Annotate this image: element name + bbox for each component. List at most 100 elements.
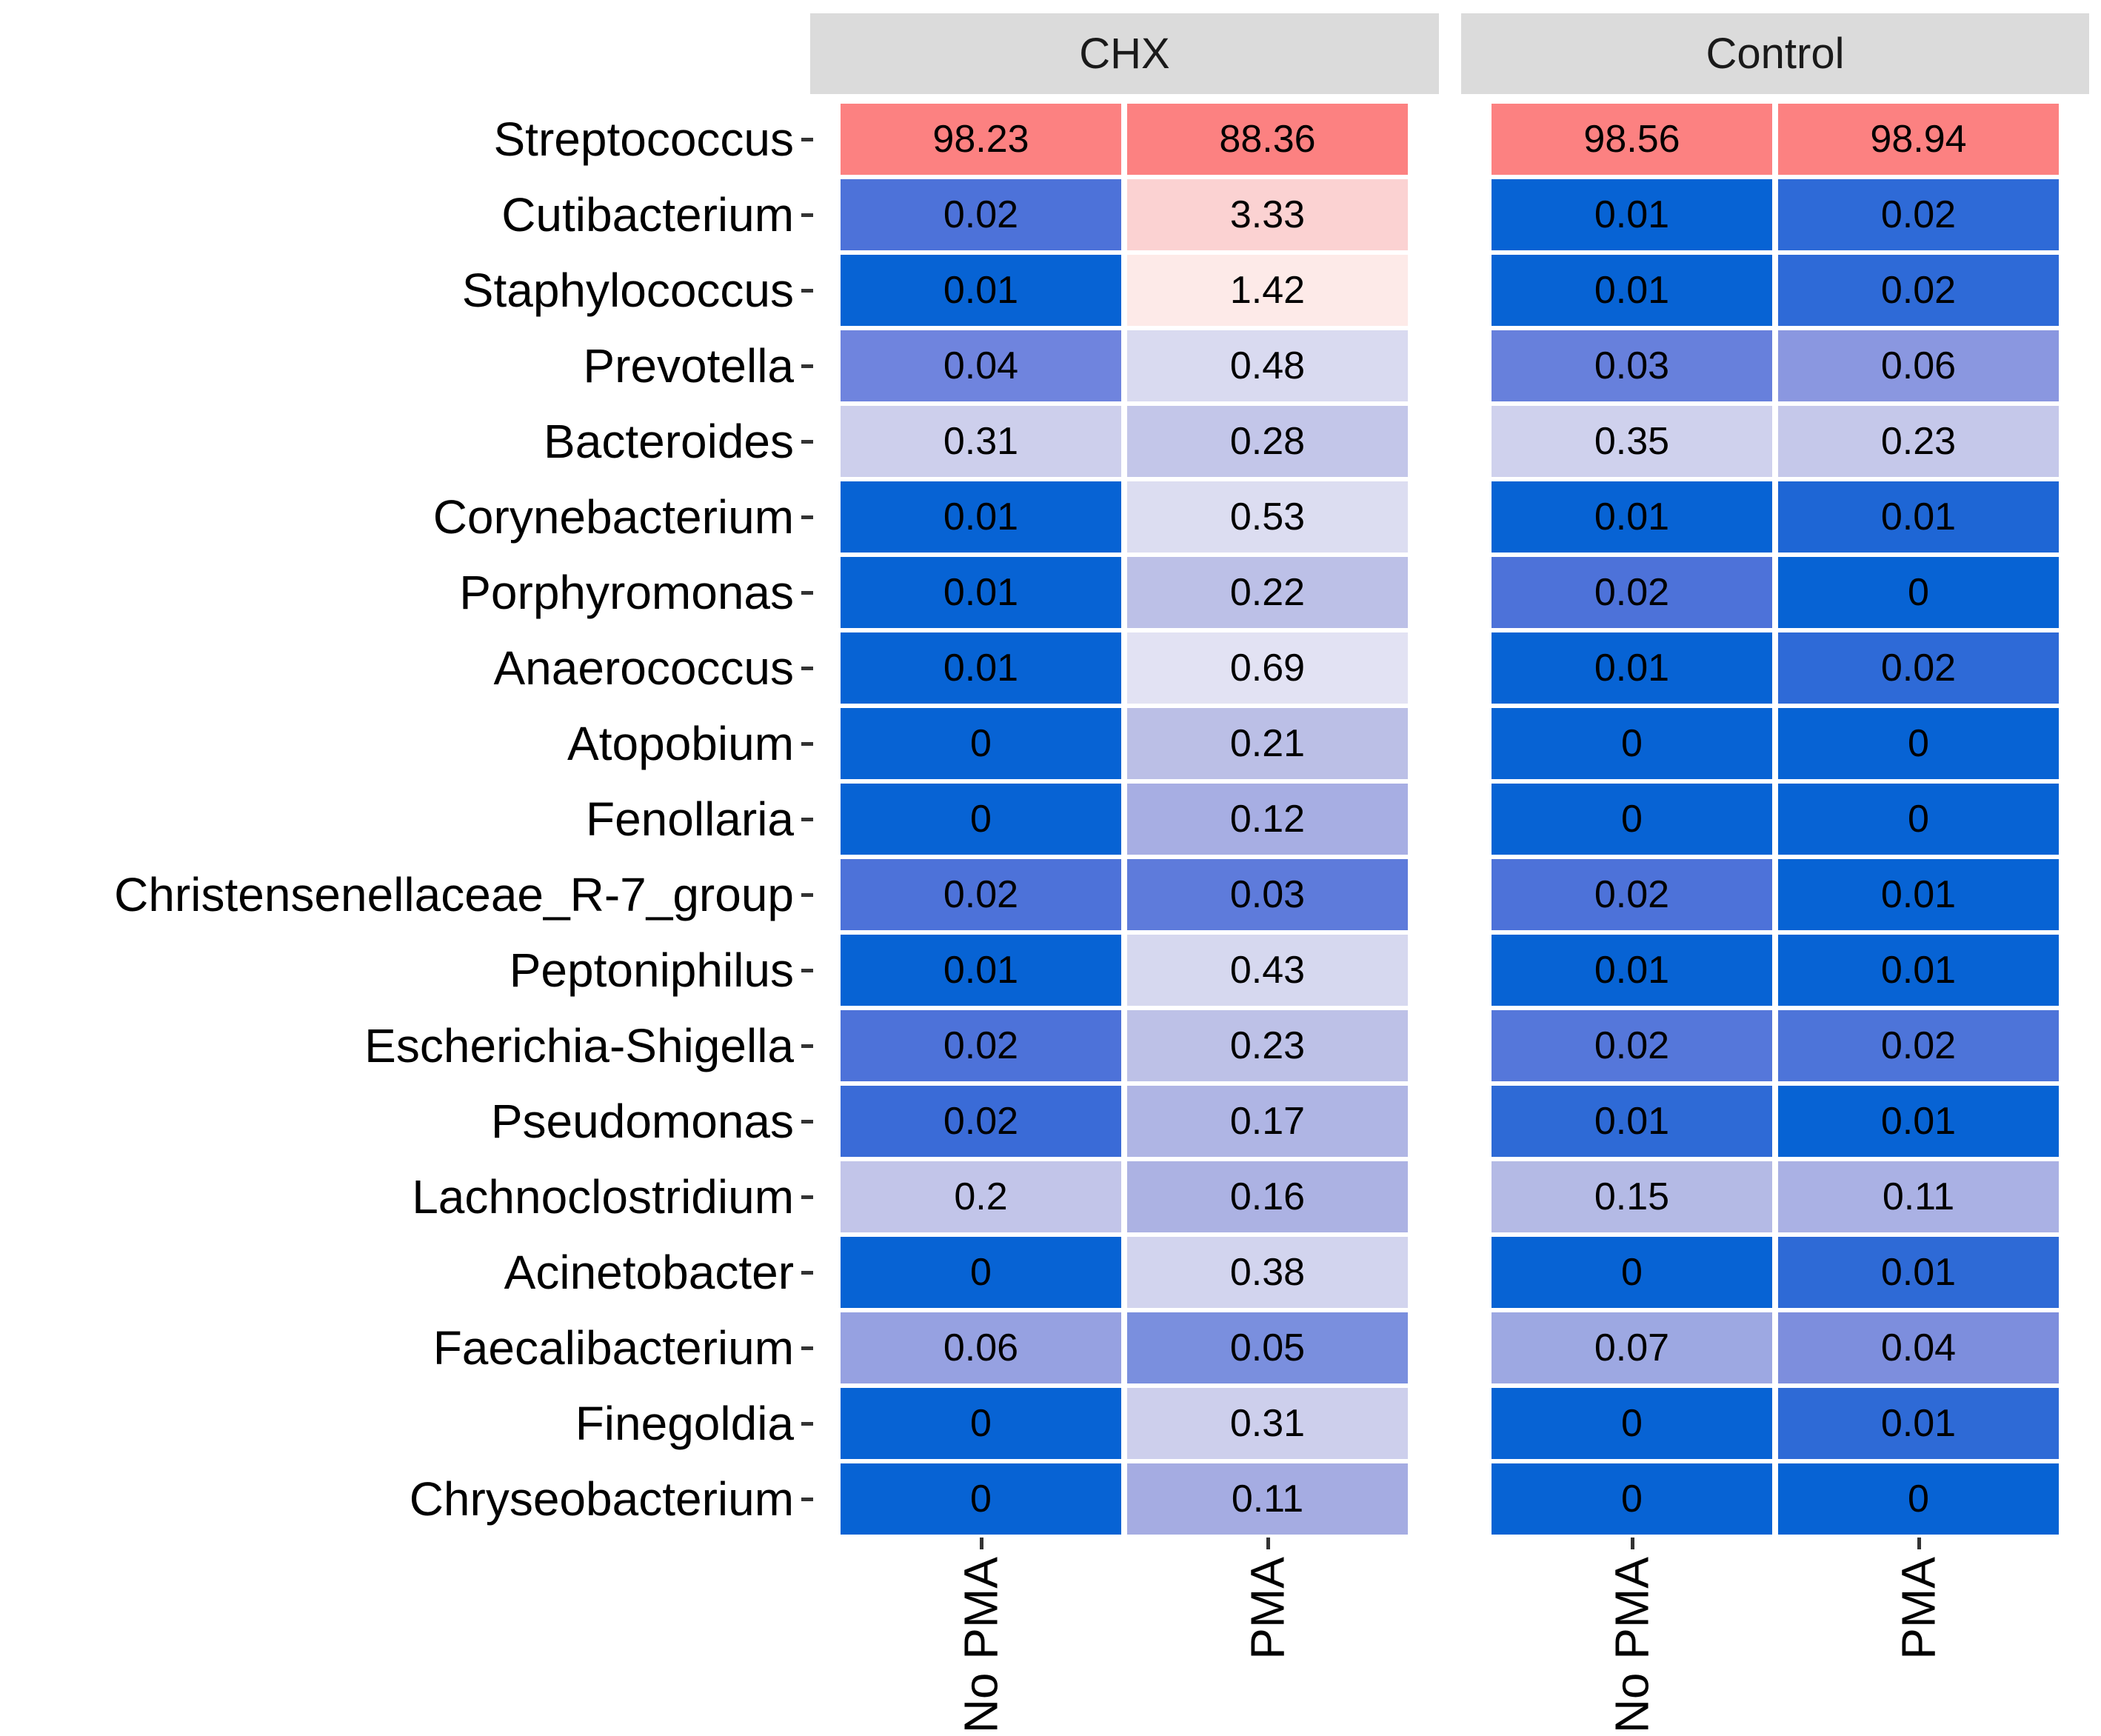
heatmap-cell: 0.35 (1492, 406, 1772, 477)
heatmap-cell: 0 (1492, 708, 1772, 779)
heatmap-cell: 0.02 (841, 1086, 1121, 1157)
y-axis-tick (801, 1271, 813, 1275)
heatmap-cell: 0 (1778, 1463, 2059, 1535)
row-label: Porphyromonas (459, 566, 794, 619)
heatmap-cell: 0.04 (841, 330, 1121, 401)
heatmap-cell: 0.69 (1127, 632, 1408, 704)
heatmap-cell: 98.56 (1492, 104, 1772, 175)
heatmap-cell: 0.01 (1492, 935, 1772, 1006)
y-axis-tick (801, 138, 813, 141)
heatmap-cell: 0 (841, 784, 1121, 855)
heatmap-cell: 0 (1778, 557, 2059, 628)
y-axis-tick (801, 893, 813, 897)
heatmap-cell: 0.02 (841, 1010, 1121, 1081)
x-axis-label: No PMA (954, 1557, 1008, 1734)
heatmap-cell: 0.15 (1492, 1161, 1772, 1232)
heatmap-cell: 0.28 (1127, 406, 1408, 477)
y-axis-tick (801, 1498, 813, 1501)
heatmap-cell: 0.22 (1127, 557, 1408, 628)
heatmap-cell: 0 (1492, 1237, 1772, 1308)
row-label: Corynebacterium (432, 490, 794, 544)
x-axis-label: No PMA (1605, 1557, 1659, 1734)
heatmap-cell: 0.02 (1778, 632, 2059, 704)
heatmap-cell: 88.36 (1127, 104, 1408, 175)
heatmap-cell: 0.21 (1127, 708, 1408, 779)
y-axis-tick (801, 1044, 813, 1048)
heatmap-cell: 0.07 (1492, 1312, 1772, 1383)
y-axis-tick (801, 364, 813, 368)
heatmap-cell: 0.01 (1492, 481, 1772, 552)
heatmap-cell: 0.04 (1778, 1312, 2059, 1383)
row-label: Christensenellaceae_R-7_group (114, 868, 794, 921)
y-axis-tick (801, 591, 813, 595)
row-label: Prevotella (583, 339, 794, 393)
heatmap-cell: 0.01 (841, 632, 1121, 704)
heatmap-cell: 3.33 (1127, 179, 1408, 250)
row-label: Escherichia-Shigella (364, 1019, 794, 1072)
heatmap-cell: 0.02 (1492, 859, 1772, 930)
heatmap-cell: 0.03 (1127, 859, 1408, 930)
row-label: Atopobium (567, 717, 794, 770)
heatmap-cell: 0.43 (1127, 935, 1408, 1006)
heatmap-cell: 0.01 (1492, 179, 1772, 250)
heatmap-cell: 0 (1492, 784, 1772, 855)
heatmap-cell: 0 (841, 708, 1121, 779)
y-axis-tick (801, 969, 813, 972)
x-axis-tick (979, 1538, 983, 1549)
x-axis-label: PMA (1891, 1557, 1945, 1660)
y-axis-tick (801, 213, 813, 217)
row-label: Peptoniphilus (509, 944, 794, 997)
heatmap-cell: 0.2 (841, 1161, 1121, 1232)
heatmap-cell: 98.23 (841, 104, 1121, 175)
heatmap-cell: 0.03 (1492, 330, 1772, 401)
row-label: Bacteroides (544, 415, 794, 468)
heatmap-cell: 0.01 (841, 935, 1121, 1006)
heatmap-cell: 0.02 (1492, 1010, 1772, 1081)
x-axis-tick (1917, 1538, 1921, 1549)
row-label: Lachnoclostridium (412, 1170, 794, 1223)
heatmap-cell: 0.17 (1127, 1086, 1408, 1157)
heatmap-cell: 0.02 (1778, 1010, 2059, 1081)
heatmap-cell: 0.01 (841, 255, 1121, 326)
y-axis-tick (801, 1346, 813, 1350)
heatmap-cell: 0 (841, 1388, 1121, 1459)
row-label: Faecalibacterium (432, 1321, 794, 1375)
heatmap-cell: 0.01 (1778, 1086, 2059, 1157)
row-label: Chryseobacterium (409, 1472, 794, 1526)
heatmap-cell: 0.11 (1127, 1463, 1408, 1535)
heatmap-cell: 0.12 (1127, 784, 1408, 855)
heatmap-cell: 0.01 (1778, 859, 2059, 930)
row-label: Staphylococcus (461, 264, 794, 317)
x-axis-tick (1630, 1538, 1634, 1549)
heatmap-cell: 0 (1778, 784, 2059, 855)
heatmap-cell: 0.01 (1778, 1237, 2059, 1308)
heatmap-cell: 98.94 (1778, 104, 2059, 175)
heatmap-cell: 0.06 (1778, 330, 2059, 401)
facet-strip-control: Control (1461, 13, 2089, 94)
row-label: Acinetobacter (504, 1246, 794, 1299)
x-axis-tick (1266, 1538, 1270, 1549)
heatmap-cell: 0.16 (1127, 1161, 1408, 1232)
y-axis-tick (801, 667, 813, 670)
heatmap-cell: 0.02 (841, 859, 1121, 930)
heatmap-cell: 0.31 (1127, 1388, 1408, 1459)
heatmap-cell: 0.02 (1492, 557, 1772, 628)
heatmap-cell: 0.23 (1127, 1010, 1408, 1081)
heatmap-cell: 0.01 (1778, 935, 2059, 1006)
row-label: Pseudomonas (490, 1095, 794, 1148)
heatmap-cell: 0 (1778, 708, 2059, 779)
heatmap-cell: 0.53 (1127, 481, 1408, 552)
row-label: Anaerococcus (493, 641, 794, 695)
heatmap-cell: 0 (841, 1463, 1121, 1535)
facet-strip-chx: CHX (810, 13, 1439, 94)
row-label: Finegoldia (575, 1397, 794, 1450)
heatmap-cell: 0.01 (841, 557, 1121, 628)
facet-strip-chx-label: CHX (1079, 30, 1170, 78)
heatmap-cell: 0.02 (1778, 255, 2059, 326)
heatmap-cell: 0.48 (1127, 330, 1408, 401)
row-label: Cutibacterium (501, 188, 794, 241)
heatmap-cell: 0 (841, 1237, 1121, 1308)
heatmap-cell: 0.05 (1127, 1312, 1408, 1383)
heatmap-cell: 0.02 (841, 179, 1121, 250)
